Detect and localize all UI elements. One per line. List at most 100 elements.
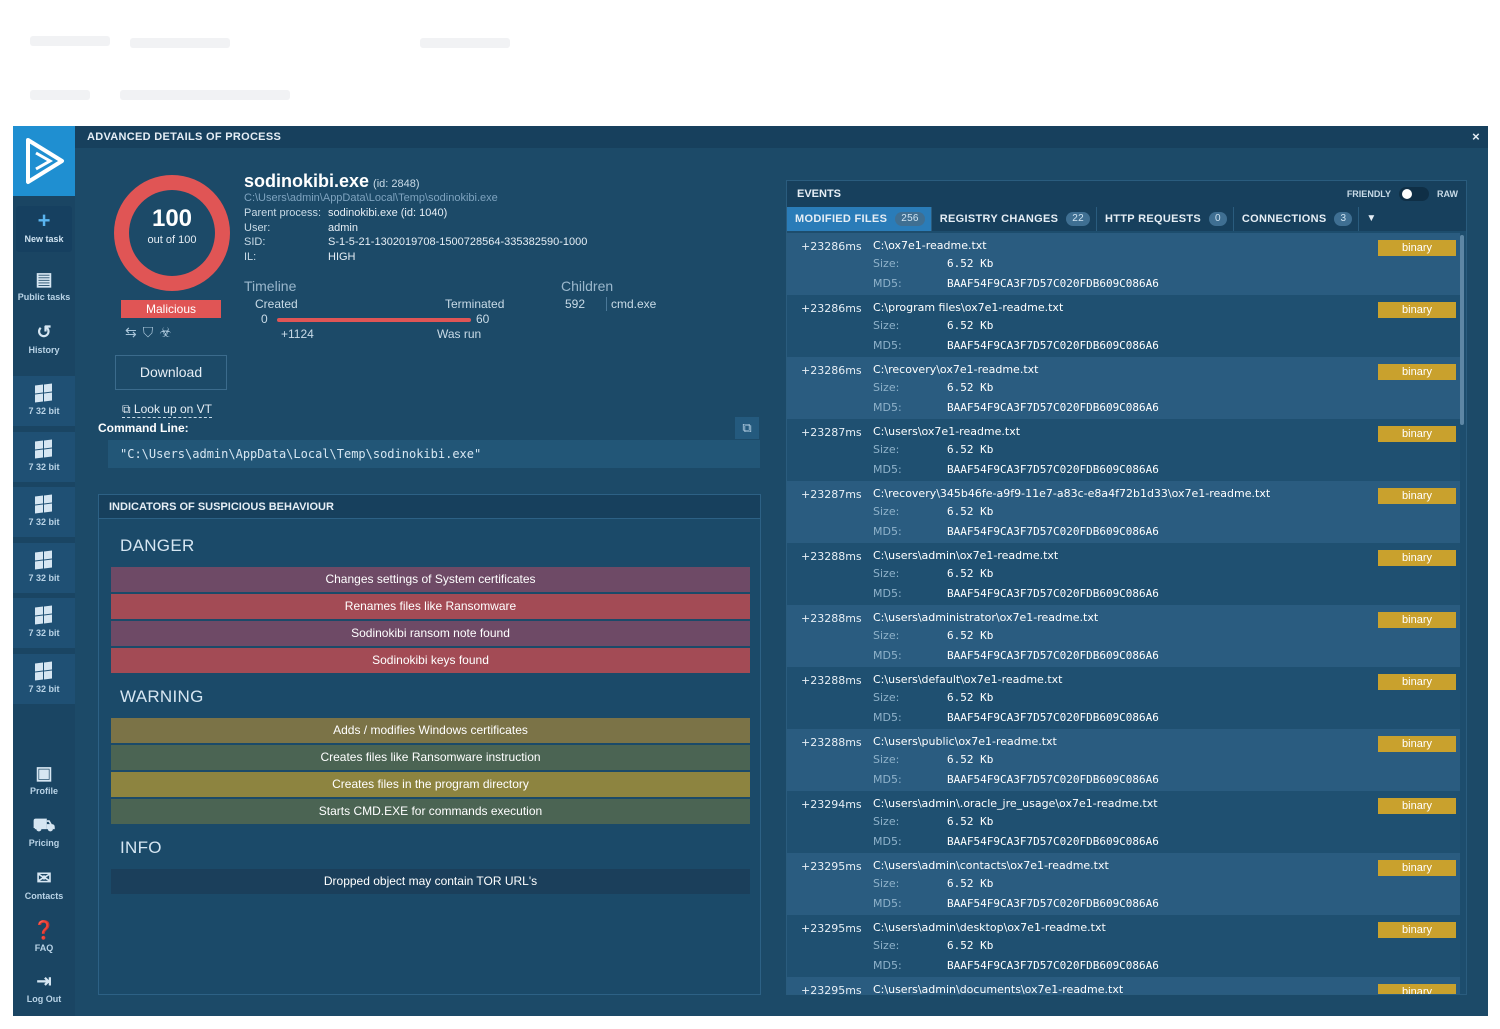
tab-http-requests[interactable]: HTTP REQUESTS 0 bbox=[1097, 207, 1234, 231]
sidebar-item-label: Contacts bbox=[24, 891, 64, 901]
timeline-bar bbox=[277, 318, 471, 322]
event-time: +23288ms bbox=[801, 674, 862, 687]
danger-indicator[interactable]: Changes settings of System certificates bbox=[111, 567, 750, 592]
sidebar-item-env-6[interactable]: 7 32 bit bbox=[13, 654, 75, 704]
event-row[interactable]: +23288ms C:\users\administrator\ox7e1-rea… bbox=[787, 605, 1460, 667]
threat-score-value: 100 bbox=[151, 205, 193, 232]
event-row[interactable]: +23295ms C:\users\admin\contacts\ox7e1-re… bbox=[787, 853, 1460, 915]
friendly-raw-switch[interactable] bbox=[1399, 187, 1429, 201]
close-icon[interactable]: × bbox=[1472, 129, 1480, 144]
sidebar-item-pricing[interactable]: ⛟ Pricing bbox=[13, 814, 75, 848]
sidebar-item-logout[interactable]: ⇥ Log Out bbox=[13, 970, 75, 1004]
event-type-badge[interactable]: binary bbox=[1378, 984, 1456, 994]
event-row[interactable]: +23295ms C:\users\admin\documents\ox7e1-r… bbox=[787, 977, 1460, 994]
event-type-badge[interactable]: binary bbox=[1378, 550, 1456, 566]
sidebar-item-env-5[interactable]: 7 32 bit bbox=[13, 598, 75, 648]
danger-indicator[interactable]: Sodinokibi ransom note found bbox=[111, 621, 750, 646]
lookup-vt-label: Look up on VT bbox=[133, 402, 212, 416]
event-row[interactable]: +23288ms C:\users\admin\ox7e1-readme.txt S… bbox=[787, 543, 1460, 605]
event-type-badge[interactable]: binary bbox=[1378, 364, 1456, 380]
event-row[interactable]: +23288ms C:\users\public\ox7e1-readme.txt… bbox=[787, 729, 1460, 791]
event-type-badge[interactable]: binary bbox=[1378, 798, 1456, 814]
sidebar-item-env-3[interactable]: 7 32 bit bbox=[13, 487, 75, 537]
event-type-badge[interactable]: binary bbox=[1378, 302, 1456, 318]
md5-label: MD5: bbox=[873, 959, 902, 972]
sidebar-item-label: 7 32 bit bbox=[28, 517, 60, 527]
info-row: IL: HIGH bbox=[244, 250, 587, 265]
md5-label: MD5: bbox=[873, 649, 902, 662]
tab-count: 22 bbox=[1066, 212, 1091, 226]
event-type-badge[interactable]: binary bbox=[1378, 426, 1456, 442]
threat-score-max: out of 100 bbox=[147, 234, 197, 246]
app-logo[interactable] bbox=[13, 126, 75, 196]
event-type-badge[interactable]: binary bbox=[1378, 922, 1456, 938]
event-type-badge[interactable]: binary bbox=[1378, 860, 1456, 876]
sidebar-item-contacts[interactable]: ✉ Contacts bbox=[13, 867, 75, 901]
lookup-vt-link[interactable]: ⧉ Look up on VT bbox=[122, 402, 212, 418]
event-type-badge[interactable]: binary bbox=[1378, 736, 1456, 752]
tab-modified-files[interactable]: MODIFIED FILES 256 bbox=[787, 207, 932, 231]
event-type-badge[interactable]: binary bbox=[1378, 240, 1456, 256]
event-row[interactable]: +23287ms C:\users\ox7e1-readme.txt Size: 6.… bbox=[787, 419, 1460, 481]
event-row[interactable]: +23286ms C:\recovery\ox7e1-readme.txt Size… bbox=[787, 357, 1460, 419]
event-row[interactable]: +23286ms C:\program files\ox7e1-readme.tx… bbox=[787, 295, 1460, 357]
sidebar-item-env-1[interactable]: 7 32 bit bbox=[13, 376, 75, 426]
tab-registry-changes[interactable]: REGISTRY CHANGES 22 bbox=[932, 207, 1098, 231]
sidebar-item-new-task[interactable]: + New task bbox=[16, 206, 72, 252]
events-scrollbar[interactable] bbox=[1460, 235, 1464, 425]
sidebar-item-profile[interactable]: ▣ Profile bbox=[13, 762, 75, 796]
event-time: +23287ms bbox=[801, 488, 862, 501]
process-id: (id: 2848) bbox=[373, 178, 420, 190]
sidebar-item-label: New task bbox=[24, 234, 64, 244]
info-indicator[interactable]: Dropped object may contain TOR URL's bbox=[111, 869, 750, 894]
event-type-badge[interactable]: binary bbox=[1378, 488, 1456, 504]
warning-indicator[interactable]: Adds / modifies Windows certificates bbox=[111, 718, 750, 743]
download-button[interactable]: Download bbox=[115, 355, 227, 390]
sidebar-item-faq[interactable]: ❓ FAQ bbox=[13, 919, 75, 953]
danger-indicator[interactable]: Sodinokibi keys found bbox=[111, 648, 750, 673]
event-time: +23288ms bbox=[801, 612, 862, 625]
indicators-title: INDICATORS OF SUSPICIOUS BEHAVIOUR bbox=[99, 495, 760, 519]
event-row[interactable]: +23294ms C:\users\admin\.oracle_jre_usage… bbox=[787, 791, 1460, 853]
event-row[interactable]: +23288ms C:\users\default\ox7e1-readme.tx… bbox=[787, 667, 1460, 729]
verdict-badge: Malicious bbox=[121, 300, 221, 318]
warning-indicator[interactable]: Creates files in the program directory bbox=[111, 772, 750, 797]
process-path: C:\Users\admin\AppData\Local\Temp\sodino… bbox=[244, 192, 498, 204]
indicators-panel: INDICATORS OF SUSPICIOUS BEHAVIOUR DANGE… bbox=[98, 494, 761, 995]
friendly-label: FRIENDLY bbox=[1346, 189, 1391, 199]
event-row[interactable]: +23286ms C:\ox7e1-readme.txt Size: 6.52 Kb M… bbox=[787, 233, 1460, 295]
child-name[interactable]: cmd.exe bbox=[606, 297, 656, 311]
event-time: +23286ms bbox=[801, 302, 862, 315]
event-time: +23295ms bbox=[801, 922, 862, 935]
faded-title bbox=[130, 38, 230, 48]
event-type-badge[interactable]: binary bbox=[1378, 674, 1456, 690]
logout-icon: ⇥ bbox=[36, 971, 52, 991]
warning-indicator[interactable]: Creates files like Ransomware instructio… bbox=[111, 745, 750, 770]
sidebar-item-history[interactable]: ↺ History bbox=[13, 321, 75, 355]
chevron-down-icon[interactable]: ▼ bbox=[1366, 213, 1377, 224]
copy-icon[interactable]: ⧉ bbox=[735, 417, 759, 439]
danger-indicator[interactable]: Renames files like Ransomware bbox=[111, 594, 750, 619]
event-path: C:\program files\ox7e1-readme.txt bbox=[873, 301, 1064, 314]
created-value: 0 bbox=[261, 312, 268, 326]
sidebar-item-env-4[interactable]: 7 32 bit bbox=[13, 543, 75, 593]
warning-indicator[interactable]: Starts CMD.EXE for commands execution bbox=[111, 799, 750, 824]
event-path: C:\users\ox7e1-readme.txt bbox=[873, 425, 1021, 438]
event-row[interactable]: +23287ms C:\recovery\345b46fe-a9f9-11e7-a… bbox=[787, 481, 1460, 543]
child-pid[interactable]: 592 bbox=[565, 297, 586, 311]
info-key: User: bbox=[244, 221, 271, 234]
event-path: C:\recovery\345b46fe-a9f9-11e7-a83c-e8a4… bbox=[873, 487, 1271, 500]
windows-icon bbox=[35, 661, 53, 681]
sidebar-item-public-tasks[interactable]: ▤ Public tasks bbox=[13, 268, 75, 302]
terminated-label: Terminated bbox=[445, 297, 505, 311]
event-row[interactable]: +23295ms C:\users\admin\desktop\ox7e1-rea… bbox=[787, 915, 1460, 977]
tab-connections[interactable]: CONNECTIONS 3 bbox=[1234, 207, 1360, 231]
event-path: C:\users\public\ox7e1-readme.txt bbox=[873, 735, 1057, 748]
sidebar-item-env-2[interactable]: 7 32 bit bbox=[13, 432, 75, 482]
command-line-label: Command Line: bbox=[98, 421, 189, 435]
event-size: 6.52 Kb bbox=[947, 691, 994, 704]
event-type-badge[interactable]: binary bbox=[1378, 612, 1456, 628]
event-time: +23288ms bbox=[801, 550, 862, 563]
event-time: +23294ms bbox=[801, 798, 862, 811]
event-size: 6.52 Kb bbox=[947, 381, 994, 394]
